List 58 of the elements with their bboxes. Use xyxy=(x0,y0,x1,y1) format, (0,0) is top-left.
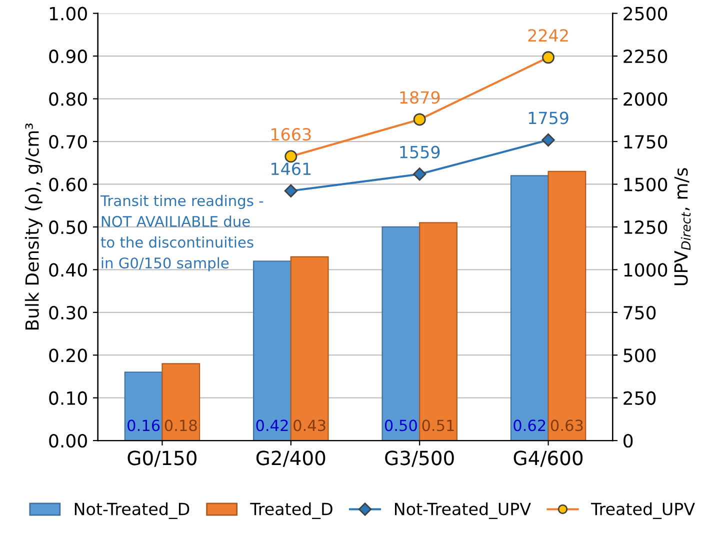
y2-tick-label: 2500 xyxy=(624,6,668,20)
bar xyxy=(290,256,329,441)
data-label: 0.63 xyxy=(550,420,583,432)
annotation: Transit time readings - NOT AVAILIABLE due to the discontinuities in G0/150 sample xyxy=(100,194,264,272)
data-label: 0.18 xyxy=(164,420,197,432)
data-label: 2242 xyxy=(528,29,568,42)
data-label: 1461 xyxy=(272,162,311,176)
bar xyxy=(510,175,549,441)
y-tick-label: 0.60 xyxy=(49,178,87,192)
legend-label: Not-Treated_D xyxy=(74,502,190,519)
y2-tick-label: 1000 xyxy=(624,263,668,277)
y2-axis-title: UPV$_{Direct}$, m/s xyxy=(674,168,691,286)
x-tick-label: G4/600 xyxy=(514,450,583,467)
y2-tick-label: 2250 xyxy=(624,50,668,64)
y-tick-label: 0.50 xyxy=(49,220,87,234)
bar xyxy=(548,170,586,441)
y-tick-label: 0.10 xyxy=(49,391,87,405)
y2-tick-label: 250 xyxy=(624,391,656,405)
y-tick-label: 0.00 xyxy=(49,434,87,448)
data-label: 1559 xyxy=(400,146,440,158)
y2-tick-label: 1500 xyxy=(624,178,668,192)
x-tick-label: G2/400 xyxy=(256,450,326,467)
data-label: 0.42 xyxy=(256,420,288,432)
y-tick-label: 0.90 xyxy=(49,50,87,64)
y2-tick-label: 500 xyxy=(624,348,656,362)
y-tick-label: 0.80 xyxy=(49,92,87,106)
bar xyxy=(419,222,458,441)
point xyxy=(542,133,555,147)
legend-label: Treated_UPV xyxy=(591,502,695,519)
data-label: 1759 xyxy=(528,112,568,124)
y-tick-label: 0.70 xyxy=(49,134,87,149)
legend-label: Treated_D xyxy=(250,502,332,519)
x-tick-label: G0/150 xyxy=(128,450,196,467)
data-label: 0.62 xyxy=(514,420,546,432)
y-tick-label: 0.40 xyxy=(49,263,87,277)
bar xyxy=(124,372,163,441)
y2-tick-label: 1250 xyxy=(624,220,668,234)
data-label: 0.51 xyxy=(422,420,454,432)
data-label: 0.16 xyxy=(128,420,160,432)
y2-tick-label: 750 xyxy=(624,306,656,320)
y2-tick-label: 0 xyxy=(624,434,633,448)
y2-tick-label: 2000 xyxy=(624,92,668,106)
y-tick-label: 0.30 xyxy=(49,306,87,320)
point xyxy=(413,168,426,181)
data-label: 1879 xyxy=(400,91,440,104)
y-axis-title: Bulk Density (ρ), g/cm³ xyxy=(24,123,42,330)
y-tick-label: 0.20 xyxy=(49,348,87,362)
y2-tick-label: 1750 xyxy=(624,134,668,149)
x-tick-label: G3/500 xyxy=(385,450,454,467)
data-label: 1663 xyxy=(272,128,311,141)
bar xyxy=(162,363,200,441)
legend-label: Not-Treated_UPV xyxy=(394,502,531,519)
y-tick-label: 1.00 xyxy=(50,6,87,20)
point xyxy=(284,184,298,198)
bar xyxy=(253,260,292,441)
data-label: 0.50 xyxy=(384,420,417,432)
bar xyxy=(382,226,420,441)
data-label: 0.43 xyxy=(294,420,326,432)
